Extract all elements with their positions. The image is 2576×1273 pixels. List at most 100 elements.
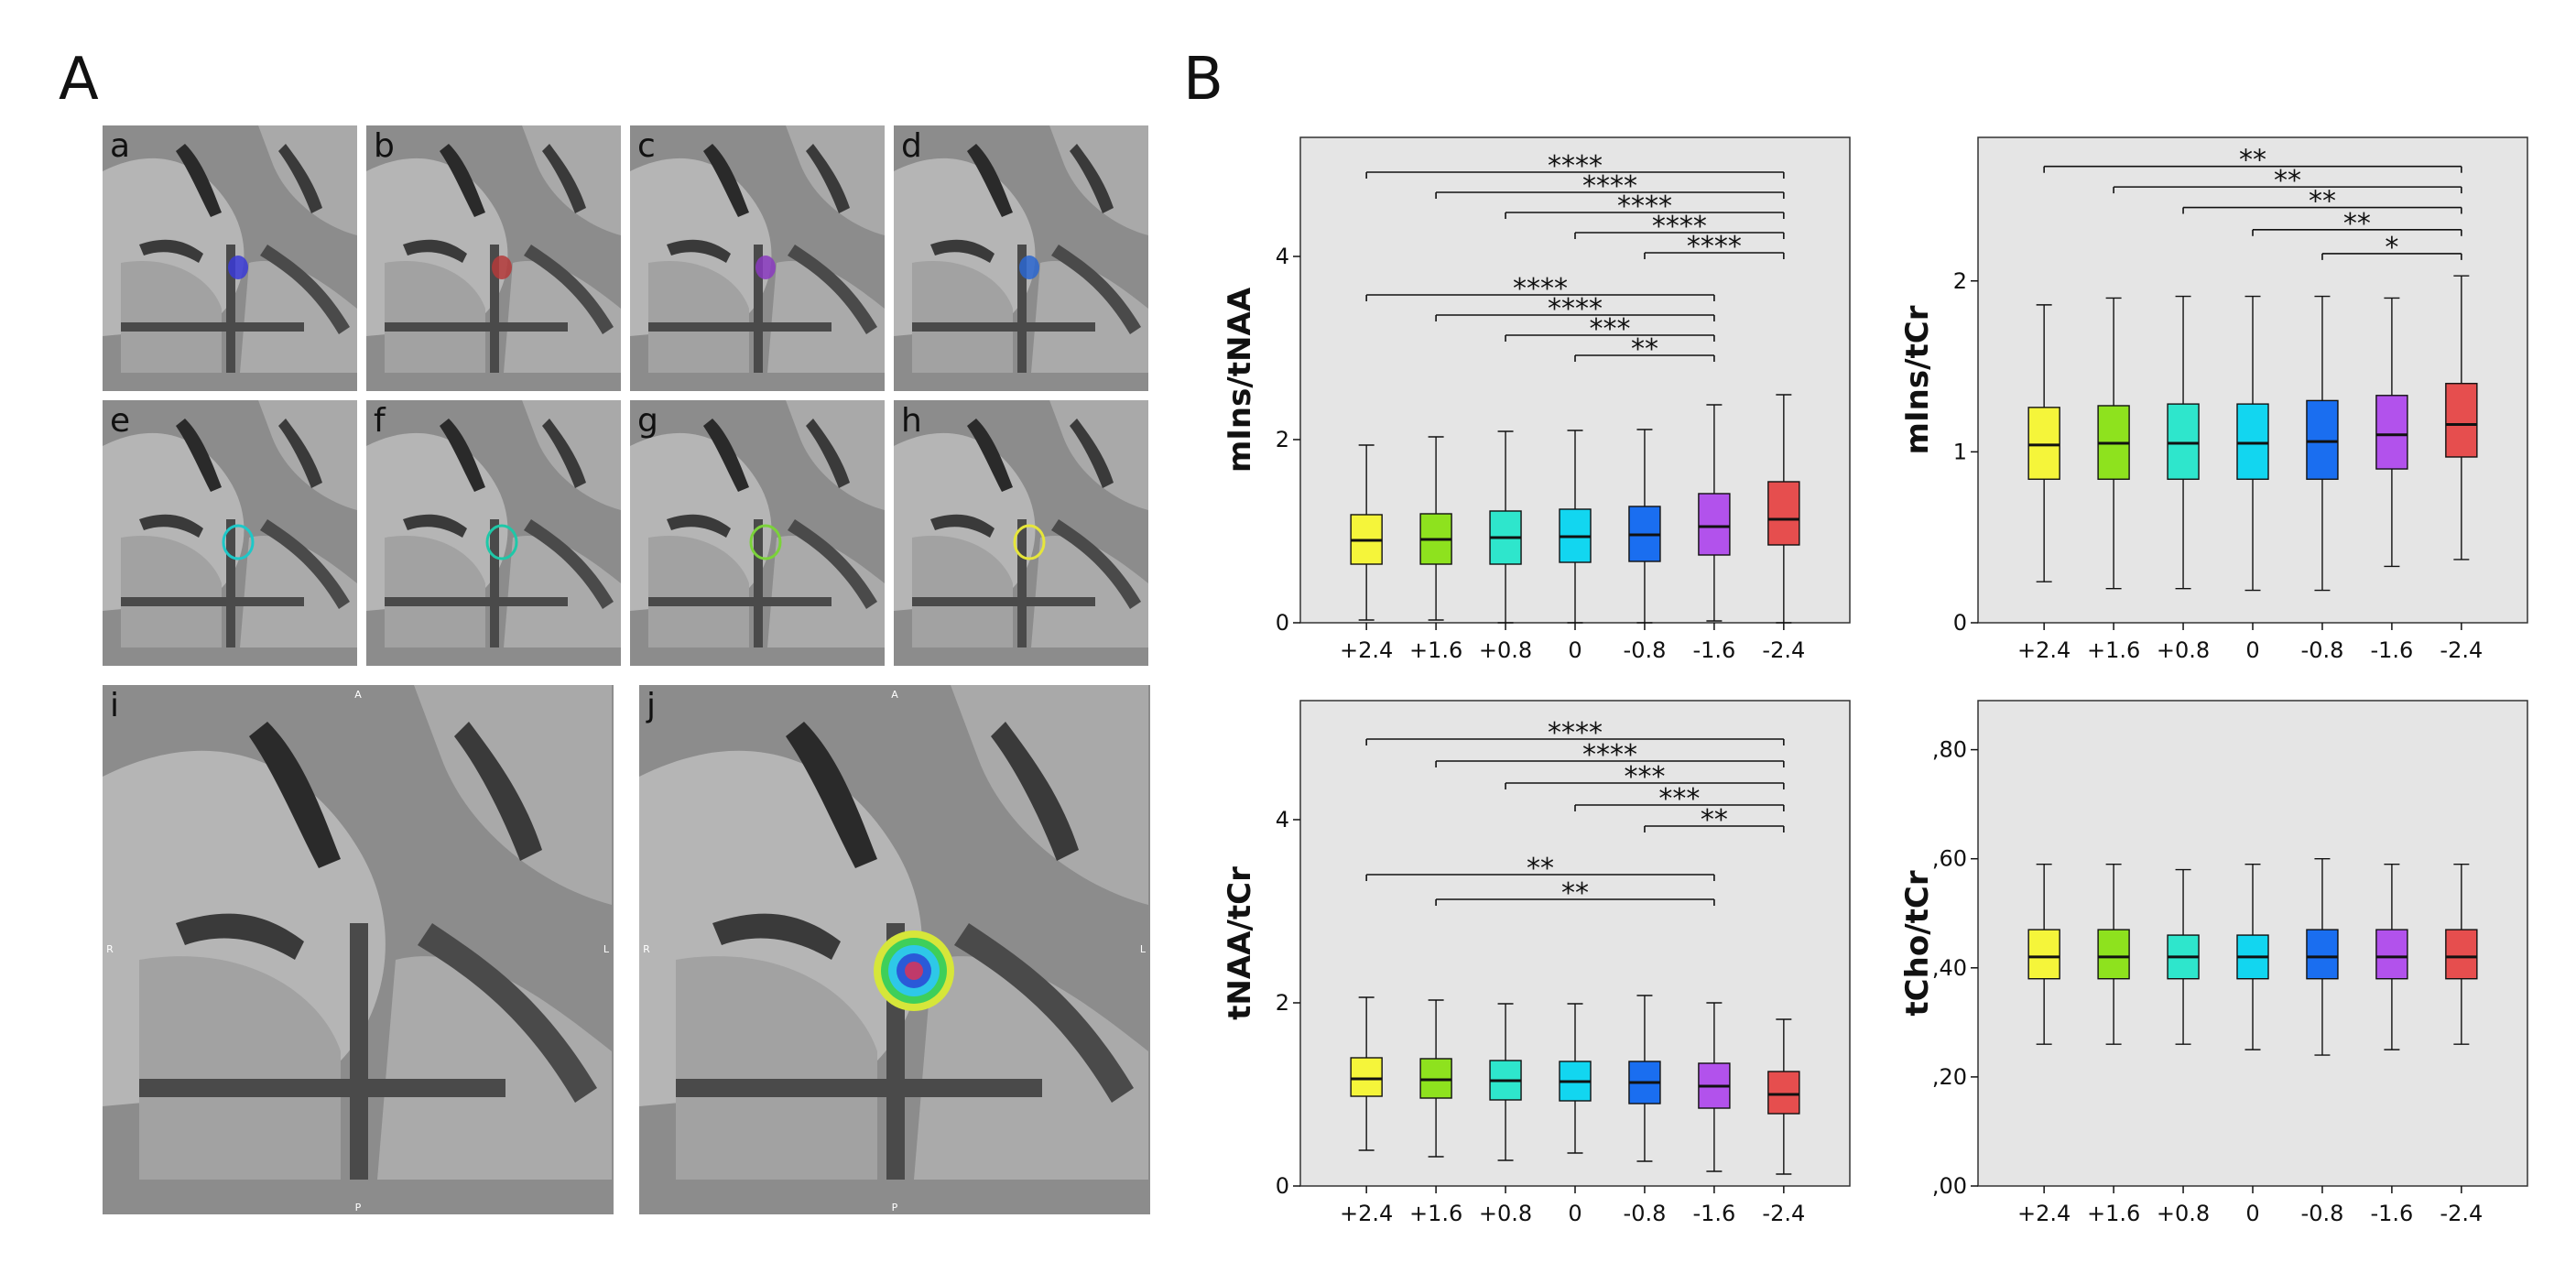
- orientation-marker: P: [892, 1202, 898, 1213]
- tile-label: d: [901, 127, 922, 165]
- box-+1.6: [2097, 863, 2130, 1045]
- box-+2.4: [1350, 444, 1383, 621]
- box-iqr: [1767, 1071, 1800, 1115]
- box-iqr: [2167, 403, 2200, 480]
- box-chart-mins-tcr: 0 1 2 mIns/tCr +2.4 +1.6 +0.8 0 -0.8 -1.6 -2.4 ** **…: [1896, 119, 2537, 691]
- box-+0.8: [2167, 868, 2200, 1045]
- y-tick-label: ,20: [1932, 1064, 1967, 1090]
- x-tick-label: -0.8: [2301, 1201, 2344, 1226]
- brain-tile-f: f: [366, 400, 621, 666]
- significance-label: ****: [1582, 739, 1637, 771]
- brain-tile-e: e: [103, 400, 357, 666]
- box--0.8: [2306, 295, 2339, 592]
- x-tick-label: +2.4: [2017, 637, 2071, 663]
- significance-bracket: **: [2182, 186, 2462, 218]
- x-tick-label: 0: [2245, 1201, 2259, 1226]
- significance-bracket: ****: [1435, 739, 1785, 771]
- orientation-marker: A: [354, 689, 362, 701]
- box-0: [1559, 1003, 1592, 1154]
- box--1.6: [1698, 1002, 1731, 1172]
- y-tick-label: 2: [1276, 990, 1289, 1016]
- significance-label: ***: [1658, 783, 1700, 815]
- significance-label: ****: [1513, 273, 1568, 305]
- brain-tile-b: b: [366, 125, 621, 391]
- box--0.8: [2306, 857, 2339, 1056]
- significance-label: ****: [1548, 717, 1603, 749]
- significance-label: **: [2343, 208, 2371, 240]
- significance-label: **: [2309, 186, 2336, 218]
- box--0.8: [1628, 995, 1661, 1162]
- x-tick-label: 0: [2245, 637, 2259, 663]
- significance-bracket: ****: [1435, 170, 1785, 202]
- significance-label: ****: [1687, 231, 1742, 263]
- x-tick-label: +2.4: [2017, 1201, 2071, 1226]
- box--2.4: [2445, 863, 2478, 1045]
- box-+2.4: [2027, 304, 2060, 582]
- y-tick-label: 0: [1276, 610, 1289, 636]
- x-tick-label: +2.4: [1340, 637, 1393, 663]
- box-0: [2236, 863, 2269, 1050]
- orientation-marker: A: [891, 689, 898, 701]
- significance-bracket: *: [2321, 232, 2462, 264]
- x-tick-label: +1.6: [1409, 637, 1462, 663]
- roi-ring: [222, 524, 255, 560]
- tile-label: c: [637, 127, 656, 165]
- significance-label: **: [2239, 145, 2266, 177]
- tile-label: i: [110, 687, 120, 724]
- tile-label: f: [374, 402, 386, 440]
- x-tick-label: -1.6: [1692, 637, 1735, 663]
- y-tick-label: ,60: [1932, 846, 1967, 872]
- box-iqr: [2445, 929, 2478, 980]
- box--2.4: [2445, 275, 2478, 560]
- box-iqr: [2375, 395, 2408, 470]
- x-tick-label: -0.8: [1624, 1201, 1667, 1226]
- x-tick-label: +0.8: [1479, 637, 1532, 663]
- significance-label: ***: [1589, 313, 1630, 345]
- roi-dot: [228, 256, 248, 279]
- box-0: [1559, 430, 1592, 624]
- box-+0.8: [1489, 1003, 1522, 1161]
- significance-label: ****: [1582, 170, 1637, 202]
- x-tick-label: +1.6: [2087, 1201, 2140, 1226]
- box-iqr: [2306, 399, 2339, 480]
- y-tick-label: ,80: [1932, 737, 1967, 763]
- significance-label: **: [1561, 877, 1589, 909]
- panel-a-label: A: [59, 46, 99, 114]
- significance-label: ***: [1624, 761, 1665, 793]
- y-axis-label: tCho/tCr: [1899, 870, 1936, 1016]
- tile-label: b: [374, 127, 395, 165]
- x-tick-label: 0: [1568, 1201, 1581, 1226]
- significance-label: ****: [1548, 293, 1603, 325]
- y-tick-label: 4: [1276, 244, 1289, 269]
- box-iqr: [2097, 929, 2130, 980]
- significance-bracket: ****: [1505, 190, 1785, 223]
- x-tick-label: -1.6: [2370, 637, 2413, 663]
- significance-bracket: ****: [1365, 150, 1785, 182]
- tile-label: e: [110, 402, 131, 440]
- roi-ring: [749, 524, 782, 560]
- significance-label: ****: [1617, 190, 1672, 223]
- y-tick-label: ,40: [1932, 955, 1967, 981]
- box-+2.4: [1350, 996, 1383, 1151]
- x-tick-label: 0: [1568, 637, 1581, 663]
- x-tick-label: +1.6: [1409, 1201, 1462, 1226]
- orientation-marker: P: [355, 1202, 362, 1213]
- y-tick-label: 0: [1953, 610, 1967, 636]
- significance-label: **: [1527, 853, 1554, 885]
- significance-label: *: [2385, 232, 2398, 264]
- box-0: [2236, 295, 2269, 592]
- significance-bracket: ****: [1365, 717, 1785, 749]
- box-iqr: [2375, 929, 2408, 980]
- significance-label: **: [1701, 804, 1728, 836]
- x-tick-label: +0.8: [2157, 1201, 2210, 1226]
- brain-tile-c: c: [630, 125, 885, 391]
- significance-bracket: ***: [1505, 313, 1715, 345]
- significance-bracket: **: [2043, 145, 2462, 177]
- roi-dot: [755, 256, 776, 279]
- significance-bracket: ****: [1365, 273, 1715, 305]
- box-+1.6: [1419, 999, 1452, 1158]
- significance-label: ****: [1652, 211, 1707, 243]
- x-tick-label: -1.6: [1692, 1201, 1735, 1226]
- y-axis-label: mIns/tCr: [1899, 305, 1936, 454]
